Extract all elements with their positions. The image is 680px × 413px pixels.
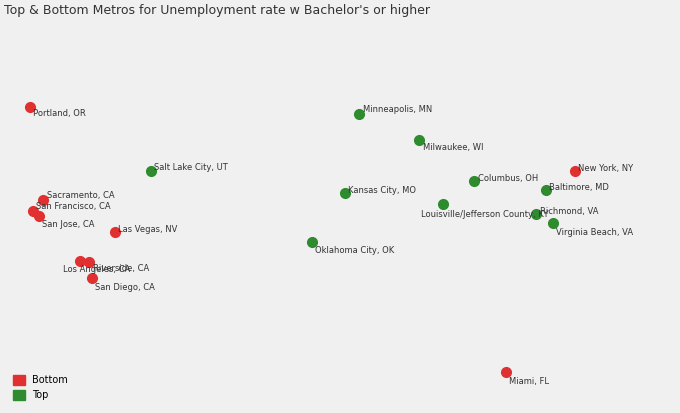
- Text: Riverside, CA: Riverside, CA: [92, 264, 149, 273]
- Text: San Diego, CA: San Diego, CA: [95, 283, 155, 292]
- Text: Louisville/Jefferson County, KY: Louisville/Jefferson County, KY: [421, 211, 549, 219]
- Text: Minneapolis, MN: Minneapolis, MN: [363, 105, 432, 114]
- Text: Richmond, VA: Richmond, VA: [540, 206, 598, 216]
- Text: San Jose, CA: San Jose, CA: [42, 220, 95, 229]
- Text: New York, NY: New York, NY: [579, 164, 634, 173]
- Text: Virginia Beach, VA: Virginia Beach, VA: [556, 228, 633, 237]
- Text: Miami, FL: Miami, FL: [509, 377, 549, 386]
- Text: Oklahoma City, OK: Oklahoma City, OK: [315, 247, 394, 255]
- Text: Kansas City, MO: Kansas City, MO: [348, 185, 416, 195]
- Legend: Bottom, Top: Bottom, Top: [9, 371, 72, 404]
- Text: Salt Lake City, UT: Salt Lake City, UT: [154, 164, 228, 172]
- Text: Top & Bottom Metros for Unemployment rate w Bachelor's or higher: Top & Bottom Metros for Unemployment rat…: [4, 4, 430, 17]
- Text: Columbus, OH: Columbus, OH: [478, 174, 538, 183]
- Text: Sacramento, CA: Sacramento, CA: [47, 191, 114, 200]
- Text: Los Angeles, CA: Los Angeles, CA: [63, 266, 131, 275]
- Text: Baltimore, MD: Baltimore, MD: [549, 183, 609, 192]
- Text: San Francisco, CA: San Francisco, CA: [37, 202, 111, 211]
- Text: Milwaukee, WI: Milwaukee, WI: [423, 143, 483, 152]
- Text: Portland, OR: Portland, OR: [33, 109, 86, 118]
- Text: Las Vegas, NV: Las Vegas, NV: [118, 225, 177, 234]
